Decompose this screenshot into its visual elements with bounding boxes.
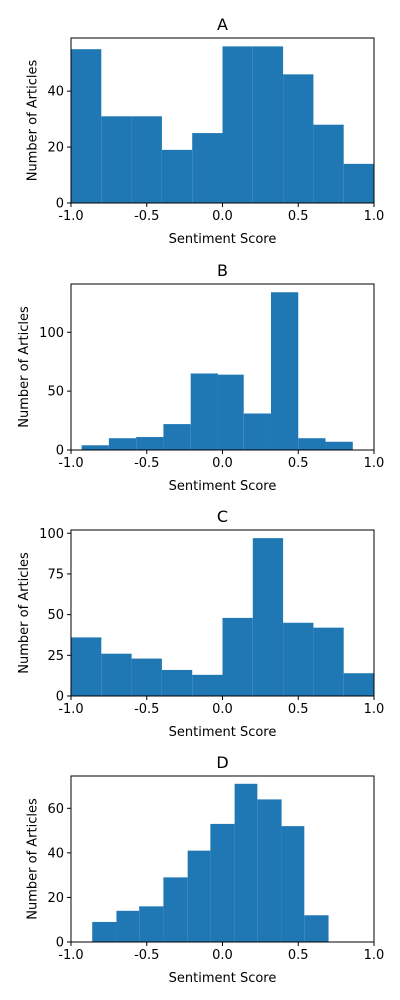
chart-title: B	[217, 261, 228, 280]
histogram-bar	[187, 850, 211, 942]
y-tick-label: 20	[47, 141, 64, 156]
x-tick-label: 0.0	[212, 702, 233, 717]
x-tick-label: 1.0	[364, 456, 385, 471]
y-axis-label: Number of Articles	[25, 60, 40, 182]
y-tick-label: 0	[56, 936, 64, 951]
histogram-bar	[101, 116, 132, 203]
histogram-bar	[131, 116, 162, 203]
histogram-bar	[101, 653, 132, 696]
x-tick-label: -1.0	[58, 209, 83, 224]
x-tick-label: 1.0	[364, 948, 385, 963]
x-axis-label: Sentiment Score	[169, 971, 277, 986]
histogram-bar	[163, 424, 191, 450]
histogram-bar	[313, 627, 344, 696]
panel-a: -1.0 -0.5 0.0 0.5 1.0 0 20 40 A Sentiment Score Nu…	[25, 15, 384, 247]
histogram-bar	[190, 373, 218, 450]
y-axis-label: Number of Articles	[17, 552, 32, 674]
y-tick-label: 50	[47, 385, 64, 400]
histogram-bar	[139, 906, 164, 942]
y-axis-label: Number of Articles	[25, 798, 40, 920]
histogram-bar	[192, 674, 223, 696]
x-tick-label: -0.5	[134, 702, 159, 717]
histogram-bar	[192, 133, 223, 203]
histogram-bar	[313, 124, 344, 203]
histogram-bar	[136, 437, 164, 450]
histogram-bar	[71, 637, 102, 696]
histogram-bar	[270, 292, 299, 450]
chart-title: C	[217, 507, 228, 526]
x-tick-label: -1.0	[58, 948, 83, 963]
x-tick-label: 0.0	[212, 209, 233, 224]
y-tick-label: 100	[39, 527, 64, 542]
histogram-bar	[108, 438, 137, 450]
y-tick-label: 0	[56, 690, 64, 705]
y-tick-label: 100	[39, 326, 64, 341]
histogram-bar	[325, 441, 353, 450]
x-tick-label: -0.5	[134, 948, 159, 963]
histogram-bar	[217, 374, 244, 450]
x-tick-label: 0.5	[288, 456, 309, 471]
histogram-bar	[343, 673, 374, 696]
y-tick-label: 20	[47, 891, 64, 906]
x-tick-label: 0.5	[288, 702, 309, 717]
x-tick-label: 1.0	[364, 209, 385, 224]
histogram-bar	[283, 74, 314, 204]
histogram-bar	[161, 669, 193, 696]
histogram-bar	[131, 658, 162, 696]
x-tick-label: -1.0	[58, 702, 83, 717]
histogram-bar	[304, 915, 329, 942]
histogram-bar	[222, 46, 253, 203]
histogram-bar	[81, 445, 109, 450]
y-axis-label: Number of Articles	[17, 306, 32, 428]
histogram-bar	[243, 413, 271, 450]
x-tick-label: 0.0	[212, 948, 233, 963]
y-tick-label: 25	[47, 649, 64, 664]
x-axis-label: Sentiment Score	[169, 725, 277, 740]
y-tick-label: 75	[47, 567, 64, 582]
x-axis-label: Sentiment Score	[169, 479, 277, 494]
histogram-bar	[161, 149, 193, 203]
x-tick-label: 0.5	[288, 209, 309, 224]
histogram-bar	[252, 538, 284, 696]
histogram-bar	[163, 877, 188, 942]
histogram-bar	[298, 438, 326, 450]
histogram-bar	[71, 49, 102, 204]
x-tick-label: -1.0	[58, 456, 83, 471]
x-tick-label: -0.5	[134, 456, 159, 471]
histogram-bar	[252, 46, 284, 203]
chart-title: D	[216, 753, 228, 772]
chart-title: A	[217, 15, 228, 34]
histogram-bar	[343, 163, 374, 203]
x-axis-label: Sentiment Score	[169, 232, 277, 247]
x-tick-label: -0.5	[134, 209, 159, 224]
panel-b: -1.0 -0.5 0.0 0.5 1.0 0 50 100 B Sentiment Score N…	[17, 261, 384, 494]
histogram-bar	[283, 622, 314, 696]
panel-d: -1.0 -0.5 0.0 0.5 1.0 0 20 40 60 D Sentiment Score…	[25, 753, 384, 986]
panel-c: -1.0 -0.5 0.0 0.5 1.0 0 25 50 75 100 C Sentiment Sc…	[17, 507, 384, 740]
x-tick-label: 0.5	[288, 948, 309, 963]
y-tick-label: 40	[47, 85, 64, 100]
y-tick-label: 60	[47, 802, 64, 817]
histogram-bar	[116, 910, 140, 942]
histogram-bar	[222, 617, 253, 696]
y-tick-label: 50	[47, 608, 64, 623]
x-tick-label: 0.0	[212, 456, 233, 471]
x-tick-label: 1.0	[364, 702, 385, 717]
y-tick-label: 40	[47, 846, 64, 861]
y-tick-label: 0	[56, 444, 64, 459]
histogram-bar	[210, 823, 235, 942]
histogram-bar	[234, 783, 258, 942]
histogram-bar	[92, 921, 117, 942]
y-tick-label: 0	[56, 197, 64, 212]
histogram-bar	[257, 799, 282, 942]
histogram-bar	[281, 826, 305, 942]
